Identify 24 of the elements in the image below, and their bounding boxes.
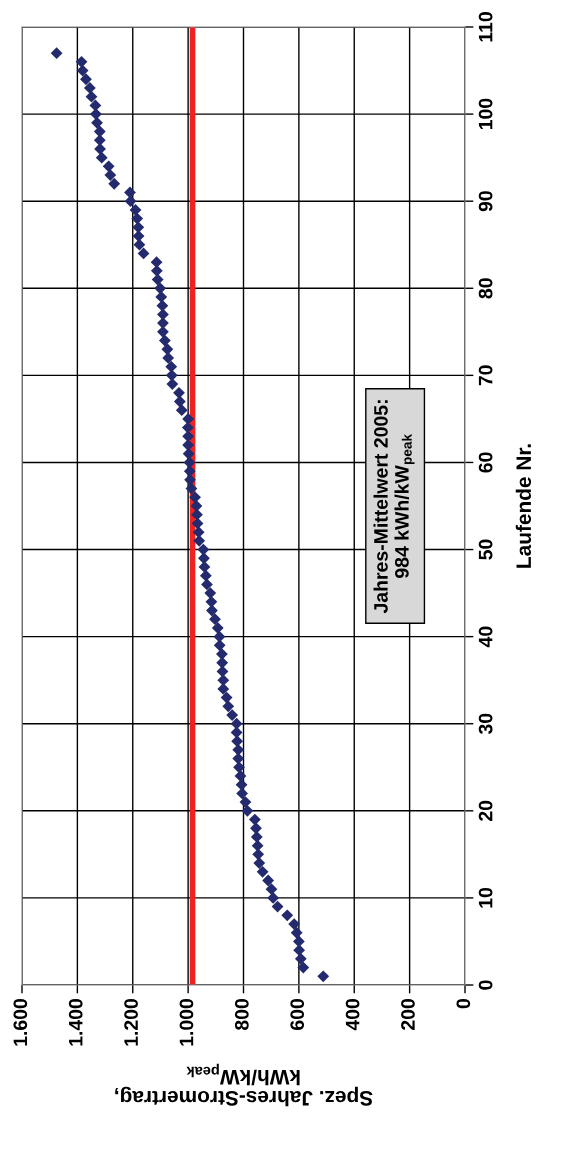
y-axis-title: Laufende Nr. (515, 444, 532, 568)
x-tick-label: 800 (234, 998, 249, 1031)
annotation: Jahres-Mittelwert 2005: 984 kWh/kW$_{peak}$ (373, 400, 415, 614)
x-tick-label: 1.400 (68, 998, 83, 1046)
x-tick-label: 600 (290, 998, 305, 1030)
y-tick-label: 110 (478, 12, 493, 42)
y-tick-label: 10 (478, 887, 493, 908)
x-tick-label: 0 (456, 998, 471, 1009)
y-tick-label: 80 (478, 278, 493, 299)
y-tick-label: 20 (478, 800, 493, 821)
y-tick-label: 30 (478, 713, 493, 735)
x-tick-label: 1.200 (124, 998, 138, 1046)
y-tick-label: 90 (478, 191, 493, 212)
y-tick-label: 50 (478, 539, 493, 560)
x-axis-title: Spez. Jahres-Stromertrag, kWh/kW$_{peak}$ (115, 1063, 373, 1107)
y-tick-label: 100 (478, 98, 493, 130)
x-tick-label: 200 (401, 998, 415, 1030)
x-tick-label: 1.600 (13, 998, 28, 1046)
x-tick-label: 1.000 (179, 998, 194, 1046)
y-tick-label: 0 (478, 980, 493, 990)
y-tick-label: 60 (478, 452, 493, 473)
x-tick-label: 400 (345, 998, 360, 1031)
y-tick-label: 40 (478, 626, 493, 648)
y-tick-label: 70 (478, 365, 493, 386)
